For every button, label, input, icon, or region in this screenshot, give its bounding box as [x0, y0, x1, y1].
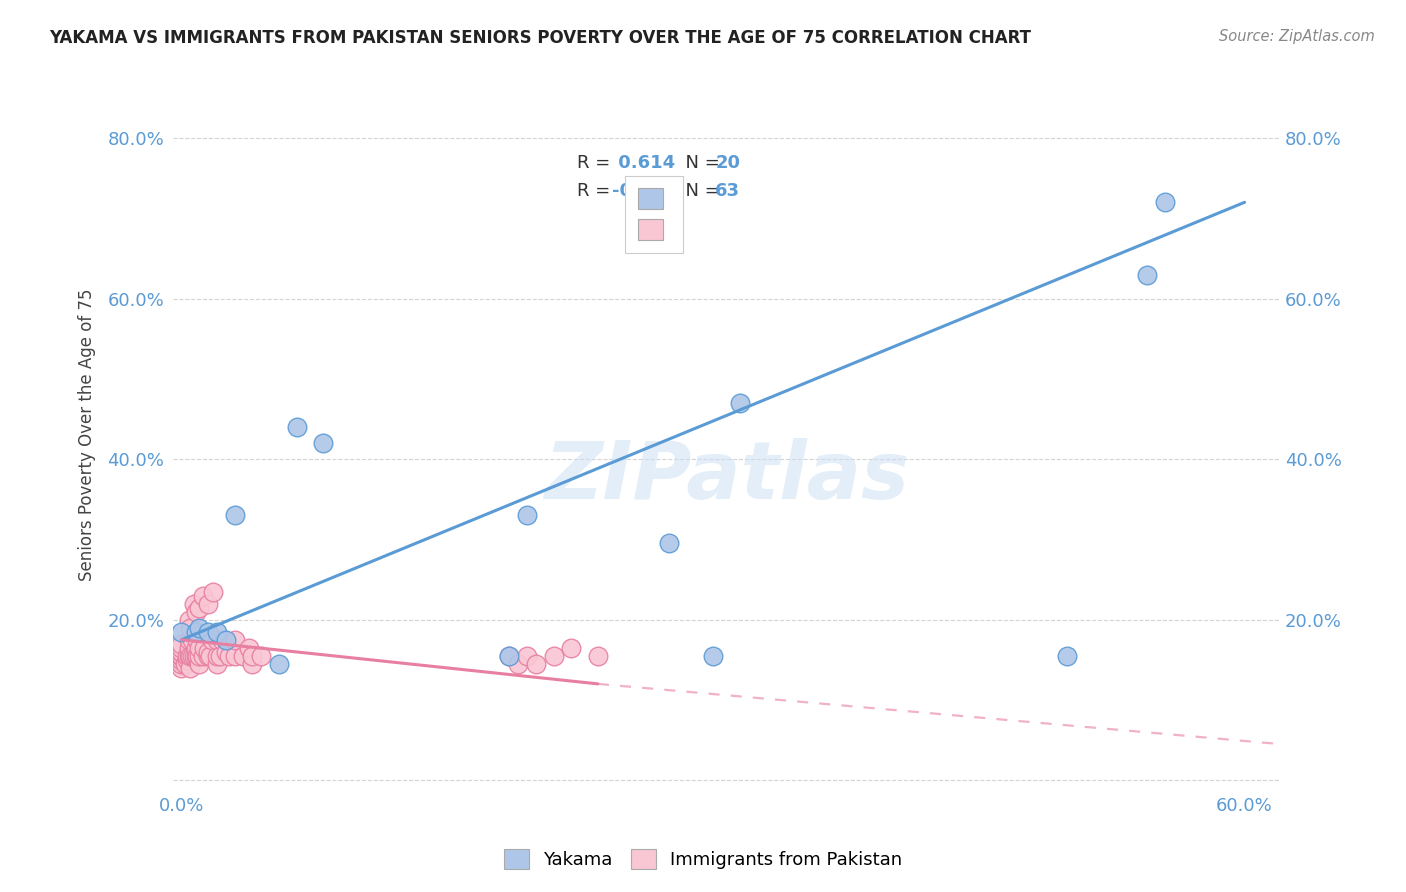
- Legend: Yakama, Immigrants from Pakistan: Yakama, Immigrants from Pakistan: [495, 839, 911, 879]
- Point: [181, 632, 204, 647]
- Point: [516, 648, 538, 663]
- Point: [240, 648, 263, 663]
- Point: [188, 640, 211, 655]
- Point: [176, 653, 198, 667]
- Point: [191, 589, 214, 603]
- Point: [179, 621, 201, 635]
- Point: [186, 632, 208, 647]
- Point: [498, 648, 520, 663]
- Point: [179, 661, 201, 675]
- Point: [174, 657, 197, 671]
- Point: [240, 657, 263, 671]
- Point: [179, 648, 201, 663]
- Point: [224, 648, 246, 663]
- Text: ZIPatlas: ZIPatlas: [544, 439, 908, 516]
- Point: [1136, 268, 1159, 282]
- Point: [232, 648, 254, 663]
- Point: [177, 640, 200, 655]
- Text: N =: N =: [675, 182, 725, 201]
- Point: [543, 648, 565, 663]
- Point: [188, 648, 211, 663]
- Y-axis label: Seniors Poverty Over the Age of 75: Seniors Poverty Over the Age of 75: [79, 289, 96, 582]
- Text: 63: 63: [716, 182, 740, 201]
- Point: [176, 648, 198, 663]
- Text: R =: R =: [576, 154, 616, 172]
- Point: [198, 648, 221, 663]
- Point: [224, 508, 246, 523]
- Point: [177, 632, 200, 647]
- Point: [218, 648, 240, 663]
- Point: [267, 657, 290, 671]
- Legend: , : ,: [626, 176, 683, 252]
- Point: [183, 648, 205, 663]
- Point: [202, 584, 225, 599]
- Text: -0.174: -0.174: [612, 182, 676, 201]
- Point: [170, 657, 193, 671]
- Text: R =: R =: [576, 182, 616, 201]
- Point: [170, 645, 193, 659]
- Point: [702, 648, 724, 663]
- Point: [560, 640, 582, 655]
- Point: [184, 624, 207, 639]
- Point: [215, 645, 238, 659]
- Point: [170, 645, 193, 659]
- Point: [205, 648, 228, 663]
- Point: [586, 648, 609, 663]
- Point: [209, 648, 232, 663]
- Text: N =: N =: [675, 154, 725, 172]
- Point: [508, 657, 530, 671]
- Point: [186, 648, 208, 663]
- Point: [170, 637, 193, 651]
- Point: [188, 600, 211, 615]
- Point: [177, 613, 200, 627]
- Point: [184, 640, 207, 655]
- Point: [170, 648, 193, 663]
- Point: [238, 640, 260, 655]
- Point: [285, 420, 308, 434]
- Point: [170, 648, 193, 663]
- Point: [211, 632, 233, 647]
- Point: [250, 648, 273, 663]
- Point: [188, 621, 211, 635]
- Point: [197, 597, 219, 611]
- Point: [170, 653, 193, 667]
- Point: [197, 624, 219, 639]
- Text: Source: ZipAtlas.com: Source: ZipAtlas.com: [1219, 29, 1375, 44]
- Point: [193, 640, 215, 655]
- Point: [205, 624, 228, 639]
- Point: [197, 648, 219, 663]
- Point: [184, 605, 207, 619]
- Point: [170, 624, 193, 639]
- Point: [215, 632, 238, 647]
- Point: [312, 436, 335, 450]
- Text: 0.614: 0.614: [612, 154, 675, 172]
- Point: [197, 645, 219, 659]
- Point: [524, 657, 547, 671]
- Point: [1056, 648, 1078, 663]
- Point: [224, 632, 246, 647]
- Point: [170, 648, 193, 663]
- Point: [205, 657, 228, 671]
- Point: [498, 648, 520, 663]
- Point: [183, 597, 205, 611]
- Point: [181, 648, 204, 663]
- Point: [200, 632, 222, 647]
- Text: 20: 20: [716, 154, 740, 172]
- Point: [188, 657, 211, 671]
- Point: [658, 536, 681, 550]
- Point: [728, 396, 751, 410]
- Point: [516, 508, 538, 523]
- Point: [191, 648, 214, 663]
- Point: [170, 640, 193, 655]
- Point: [1154, 195, 1177, 210]
- Text: YAKAMA VS IMMIGRANTS FROM PAKISTAN SENIORS POVERTY OVER THE AGE OF 75 CORRELATIO: YAKAMA VS IMMIGRANTS FROM PAKISTAN SENIO…: [49, 29, 1031, 46]
- Point: [205, 632, 228, 647]
- Point: [177, 648, 200, 663]
- Point: [184, 648, 207, 663]
- Point: [170, 661, 193, 675]
